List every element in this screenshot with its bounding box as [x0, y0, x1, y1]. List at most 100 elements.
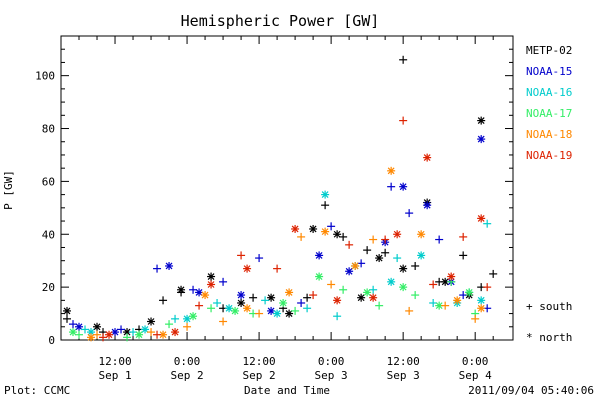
- north-marker: [465, 288, 474, 297]
- south-marker: [345, 240, 354, 249]
- south-marker: [249, 293, 258, 302]
- north-marker: [423, 153, 432, 162]
- north-marker: [201, 291, 210, 300]
- north-marker: [399, 264, 408, 273]
- marker-legend: + south * north: [526, 300, 572, 344]
- south-marker: [63, 314, 72, 323]
- north-marker: [387, 166, 396, 175]
- x-axis-label: Date and Time: [244, 384, 330, 397]
- south-marker: [459, 251, 468, 260]
- north-marker: [147, 317, 156, 326]
- south-marker: [321, 201, 330, 210]
- south-marker: [375, 301, 384, 310]
- south-marker: [333, 312, 342, 321]
- south-marker: [369, 235, 378, 244]
- footer-right: 2011/09/04 05:40:06: [468, 384, 594, 397]
- south-marker: [255, 309, 264, 318]
- north-marker: [399, 283, 408, 292]
- south-marker: [327, 280, 336, 289]
- y-tick-label: 80: [42, 123, 55, 136]
- north-marker: [477, 296, 486, 305]
- south-marker: [405, 306, 414, 315]
- y-tick-label: 100: [35, 70, 55, 83]
- north-marker: [399, 182, 408, 191]
- north-marker: [477, 214, 486, 223]
- plot-frame: [60, 35, 514, 341]
- north-marker: [357, 293, 366, 302]
- north-marker: [333, 230, 342, 239]
- north-marker: [417, 230, 426, 239]
- x-tick-time: 12:00: [387, 355, 420, 368]
- legend-entry: NOAA-18: [526, 128, 572, 141]
- south-marker: [459, 232, 468, 241]
- north-marker: [363, 288, 372, 297]
- south-marker: [399, 55, 408, 64]
- marker-legend-entry: + south: [526, 300, 572, 313]
- legend-entry: METP-02: [526, 44, 572, 57]
- north-marker: [285, 288, 294, 297]
- south-marker: [165, 320, 174, 329]
- north-marker: [321, 190, 330, 199]
- south-marker: [237, 251, 246, 260]
- north-marker: [375, 254, 384, 263]
- north-marker: [393, 230, 402, 239]
- south-marker: [381, 248, 390, 257]
- south-marker: [429, 280, 438, 289]
- series-legend: METP-02 NOAA-15 NOAA-16 NOAA-17 NOAA-18 NOAA-…: [526, 44, 572, 162]
- north-marker: [171, 328, 180, 337]
- south-marker: [171, 314, 180, 323]
- legend-entry: NOAA-19: [526, 149, 572, 162]
- north-marker: [165, 261, 174, 270]
- north-marker: [279, 298, 288, 307]
- south-marker: [213, 298, 222, 307]
- south-marker: [207, 304, 216, 313]
- south-marker: [153, 330, 162, 339]
- north-marker: [207, 280, 216, 289]
- north-marker: [135, 330, 144, 339]
- north-marker: [285, 309, 294, 318]
- south-marker: [405, 209, 414, 218]
- x-tick-time: 0:00: [318, 355, 345, 368]
- x-tick-date: Sep 3: [387, 369, 420, 382]
- north-marker: [237, 298, 246, 307]
- north-marker: [315, 251, 324, 260]
- north-marker: [453, 296, 462, 305]
- north-marker: [333, 296, 342, 305]
- south-marker: [387, 182, 396, 191]
- north-marker: [477, 116, 486, 125]
- south-marker: [297, 298, 306, 307]
- data-markers: [63, 55, 498, 342]
- south-marker: [483, 219, 492, 228]
- south-marker: [297, 232, 306, 241]
- chart-title: Hemispheric Power [GW]: [181, 12, 380, 30]
- south-marker: [393, 254, 402, 263]
- y-tick-label: 40: [42, 228, 55, 241]
- south-marker: [303, 304, 312, 313]
- south-marker: [195, 301, 204, 310]
- north-marker: [177, 285, 186, 294]
- north-marker: [435, 301, 444, 310]
- north-marker: [315, 272, 324, 281]
- axis-ticks: [61, 36, 513, 341]
- north-marker: [417, 251, 426, 260]
- north-marker: [87, 328, 96, 337]
- north-marker: [237, 291, 246, 300]
- north-marker: [243, 304, 252, 313]
- legend-entry: NOAA-17: [526, 107, 572, 120]
- x-tick-date: Sep 2: [243, 369, 276, 382]
- north-marker: [351, 261, 360, 270]
- x-tick-time: 0:00: [462, 355, 489, 368]
- north-marker: [267, 293, 276, 302]
- north-marker: [69, 328, 78, 337]
- north-marker: [447, 272, 456, 281]
- x-tick-date: Sep 1: [98, 369, 131, 382]
- y-tick-label: 20: [42, 281, 55, 294]
- south-marker: [411, 261, 420, 270]
- south-marker: [435, 235, 444, 244]
- south-marker: [291, 306, 300, 315]
- south-marker: [147, 328, 156, 337]
- north-marker: [243, 264, 252, 273]
- north-marker: [141, 325, 150, 334]
- north-marker: [309, 224, 318, 233]
